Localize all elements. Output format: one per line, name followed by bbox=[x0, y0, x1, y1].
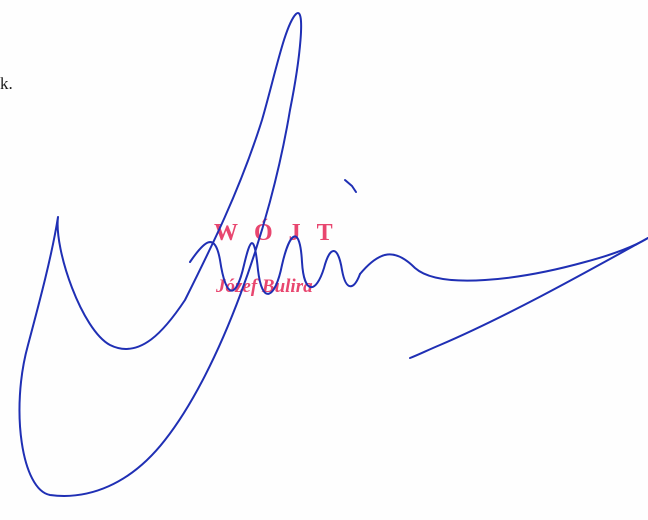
signature-dot bbox=[344, 179, 357, 193]
cut-off-text-fragment: k. bbox=[0, 74, 13, 93]
stamp-title: WÓJT bbox=[214, 220, 349, 246]
stamp-name: Józef Bulira bbox=[216, 276, 313, 297]
signature-stroke-main bbox=[18, 12, 303, 497]
signature-stroke-return bbox=[409, 237, 648, 359]
signature-stroke-tail bbox=[359, 237, 648, 282]
